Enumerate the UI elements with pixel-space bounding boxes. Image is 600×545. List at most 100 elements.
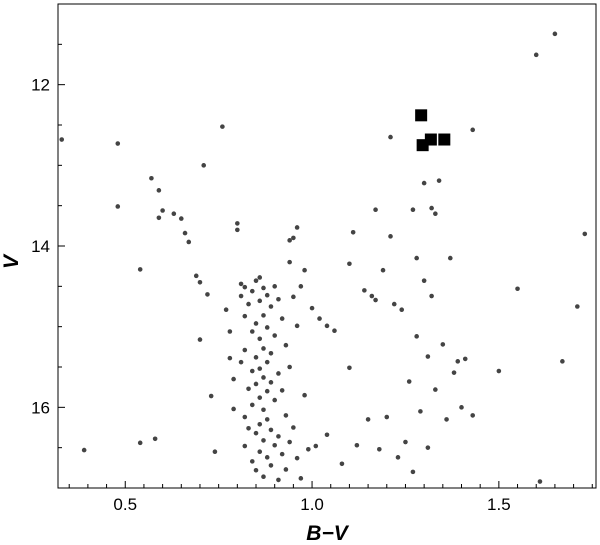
star-point: [291, 235, 296, 241]
star-point: [264, 325, 270, 330]
star-point: [291, 294, 296, 300]
star-point: [369, 293, 375, 299]
star-point: [582, 231, 588, 237]
star-point: [249, 459, 255, 464]
star-point: [272, 284, 277, 289]
star-point: [242, 313, 248, 319]
star-point: [152, 436, 158, 442]
star-point: [201, 163, 207, 168]
star-point: [410, 207, 416, 212]
star-point: [414, 255, 419, 261]
star-point: [347, 261, 352, 267]
x-tick-label: 0.5: [113, 495, 137, 514]
highlighted-star-marker: [415, 109, 428, 122]
star-point: [261, 346, 266, 351]
star-point: [261, 313, 266, 318]
star-point: [238, 359, 244, 365]
y-tick-label: 14: [31, 237, 50, 256]
star-point: [287, 259, 292, 265]
star-point: [171, 211, 177, 217]
star-point: [231, 406, 236, 412]
star-point: [552, 31, 558, 37]
star-point: [380, 267, 386, 273]
star-point: [59, 137, 65, 142]
star-point: [257, 336, 263, 342]
star-point: [246, 301, 251, 307]
star-point: [186, 239, 192, 245]
star-point: [261, 438, 266, 443]
star-point: [242, 347, 248, 353]
star-point: [560, 359, 565, 364]
star-point: [137, 267, 143, 272]
star-point: [533, 52, 539, 58]
star-point: [444, 417, 449, 422]
star-point: [388, 234, 393, 239]
star-point: [395, 455, 401, 460]
highlighted-star-marker: [438, 133, 451, 146]
star-point: [249, 329, 255, 334]
star-point: [436, 178, 442, 183]
star-point: [238, 281, 244, 287]
star-point: [257, 449, 263, 455]
star-point: [391, 301, 397, 307]
star-point: [433, 387, 438, 392]
star-point: [246, 426, 251, 431]
star-point: [462, 356, 468, 362]
star-point: [268, 427, 274, 433]
star-point: [212, 449, 218, 455]
star-point: [160, 208, 165, 213]
star-point: [253, 321, 259, 326]
star-point: [339, 461, 345, 467]
star-point: [421, 180, 427, 186]
star-point: [272, 442, 277, 448]
y-axis-title: V: [0, 253, 23, 269]
star-point: [242, 284, 248, 290]
star-point: [81, 447, 87, 453]
star-point: [575, 304, 580, 309]
star-point: [257, 366, 263, 371]
star-point: [373, 207, 378, 212]
star-point: [470, 127, 476, 133]
star-point: [384, 414, 390, 420]
star-point: [249, 402, 255, 408]
star-point: [410, 469, 416, 475]
star-point: [287, 238, 292, 243]
star-point: [287, 364, 292, 370]
star-point: [257, 421, 263, 427]
x-tick-labels: 0.5 1.0 1.5: [113, 495, 510, 514]
star-point: [324, 323, 330, 329]
axis-ticks: [58, 43, 593, 489]
y-tick-labels: 12 14 16: [31, 76, 50, 418]
highlighted-star-marker: [424, 133, 437, 146]
star-point: [433, 211, 438, 217]
star-point: [253, 355, 259, 360]
star-point: [238, 293, 244, 299]
star-point: [354, 442, 360, 448]
star-point: [399, 307, 405, 313]
star-point: [276, 477, 281, 483]
star-point: [223, 307, 229, 313]
star-point: [264, 292, 270, 298]
star-point: [283, 467, 289, 472]
star-point: [249, 368, 255, 374]
star-point: [253, 381, 259, 387]
star-point: [298, 476, 304, 481]
star-point: [115, 204, 121, 209]
star-point: [272, 397, 277, 403]
star-point: [459, 405, 464, 410]
star-point: [429, 293, 434, 299]
star-point: [231, 376, 236, 382]
star-point: [227, 355, 233, 361]
star-point: [362, 288, 367, 293]
star-point: [332, 328, 337, 334]
star-point: [264, 455, 270, 460]
star-point: [440, 342, 446, 347]
star-point: [264, 417, 270, 422]
star-point: [388, 134, 393, 140]
star-point: [253, 430, 259, 436]
star-point: [537, 479, 543, 484]
star-point: [302, 392, 307, 398]
star-point: [455, 359, 461, 364]
star-point: [414, 334, 419, 339]
star-point: [257, 298, 263, 304]
